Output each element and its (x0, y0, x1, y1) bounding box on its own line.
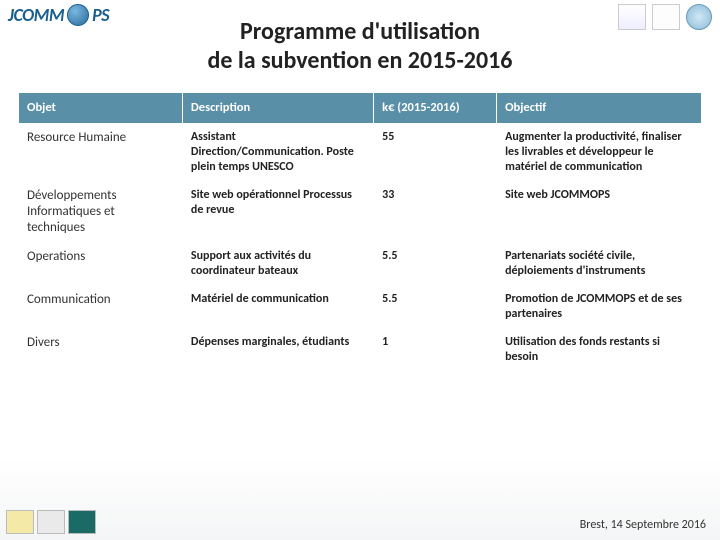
table-row: Communication Matériel de communication … (19, 286, 702, 329)
cell-keur: 33 (374, 181, 497, 243)
budget-table-container: Objet Description k€ (2015-2016) Objecti… (18, 92, 702, 372)
cell-keur: 5.5 (374, 286, 497, 329)
cell-description: Dépenses marginales, étudiants (182, 329, 373, 372)
footer-logo-icon (6, 510, 34, 534)
table-row: Resource Humaine Assistant Direction/Com… (19, 123, 702, 181)
cell-description: Site web opérationnel Processus de revue (182, 181, 373, 243)
col-header-description: Description (182, 93, 373, 124)
cell-objectif: Augmenter la productivité, finaliser les… (497, 123, 702, 181)
cell-objet: Divers (19, 329, 183, 372)
col-header-keur: k€ (2015-2016) (374, 93, 497, 124)
cell-objectif: Utilisation des fonds restants si besoin (497, 329, 702, 372)
cell-description: Assistant Direction/Communication. Poste… (182, 123, 373, 181)
footer-logo-icon (68, 510, 96, 534)
footer-logo-icon (37, 510, 65, 534)
cell-objectif: Partenariats société civile, déploiement… (497, 243, 702, 286)
table-header-row: Objet Description k€ (2015-2016) Objecti… (19, 93, 702, 124)
cell-description: Support aux activités du coordinateur ba… (182, 243, 373, 286)
slide: JCOMM PS Programme d'utilisation de la s… (0, 0, 720, 540)
cell-objectif: Promotion de JCOMMOPS et de ses partenai… (497, 286, 702, 329)
col-header-objet: Objet (19, 93, 183, 124)
cell-objet: Resource Humaine (19, 123, 183, 181)
cell-keur: 55 (374, 123, 497, 181)
table-row: Operations Support aux activités du coor… (19, 243, 702, 286)
title-line-2: de la subvention en 2015-2016 (0, 47, 720, 76)
budget-table: Objet Description k€ (2015-2016) Objecti… (18, 92, 702, 372)
cell-keur: 1 (374, 329, 497, 372)
footer-date: Brest, 14 Septembre 2016 (580, 518, 706, 532)
page-title: Programme d'utilisation de la subvention… (0, 18, 720, 76)
cell-objet: Operations (19, 243, 183, 286)
cell-keur: 5.5 (374, 243, 497, 286)
table-row: Divers Dépenses marginales, étudiants 1 … (19, 329, 702, 372)
cell-objet: Communication (19, 286, 183, 329)
table-row: Développements Informatiques et techniqu… (19, 181, 702, 243)
cell-description: Matériel de communication (182, 286, 373, 329)
title-line-1: Programme d'utilisation (0, 18, 720, 47)
footer-logos (6, 510, 96, 534)
cell-objet: Développements Informatiques et techniqu… (19, 181, 183, 243)
col-header-objectif: Objectif (497, 93, 702, 124)
cell-objectif: Site web JCOMMOPS (497, 181, 702, 243)
